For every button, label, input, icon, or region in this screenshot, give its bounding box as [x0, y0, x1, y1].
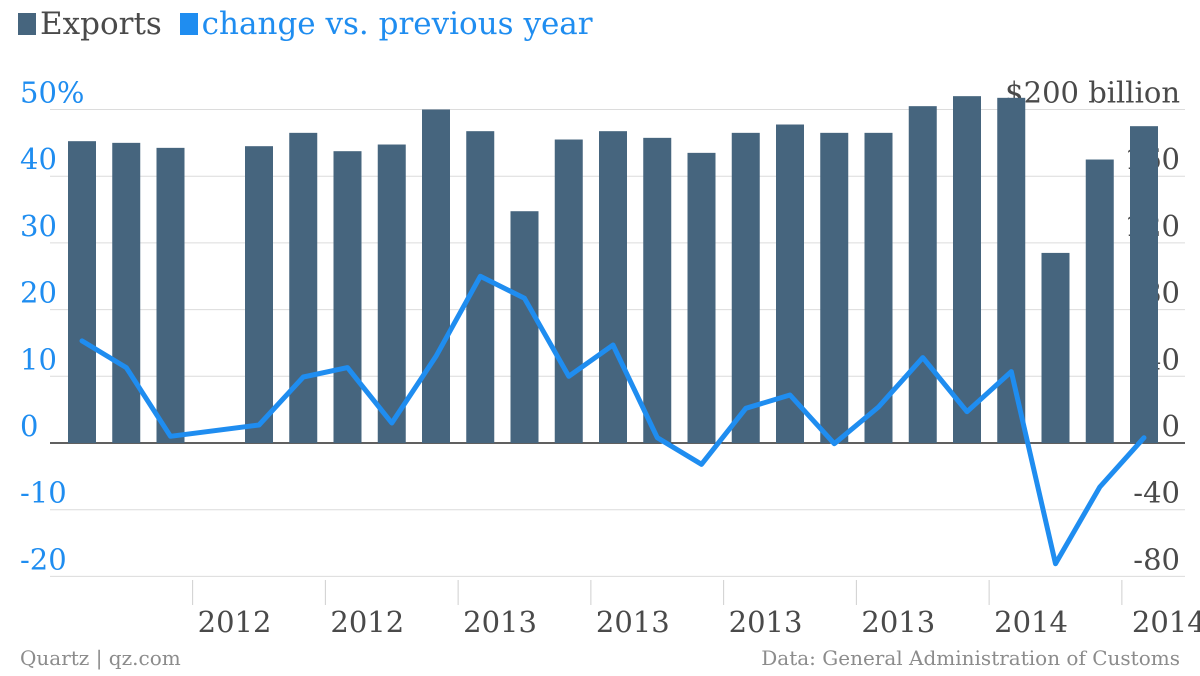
bar	[643, 137, 672, 443]
bar	[953, 96, 981, 443]
x-tick-label: 2014	[1132, 605, 1200, 639]
y-left-tick-label: 0	[20, 409, 38, 443]
y-left-tick-label: 10	[20, 342, 57, 376]
y-right-tick-label: $200 billion	[1005, 76, 1180, 110]
bar	[1041, 252, 1070, 443]
y-right-tick-label: -80	[1133, 542, 1180, 576]
footer-source-left: Quartz | qz.com	[20, 646, 181, 670]
y-left-tick-label: 30	[20, 209, 57, 243]
legend: Exports change vs. previous year	[18, 6, 601, 43]
legend-item-change: change vs. previous year	[179, 6, 593, 42]
line-series-change	[79, 273, 1147, 567]
bar	[289, 132, 318, 443]
y-left-tick-label: -10	[20, 476, 67, 510]
y-left-tick-label: 20	[20, 276, 57, 310]
bar	[776, 124, 804, 443]
bar	[864, 132, 893, 443]
legend-label-exports: Exports	[40, 6, 162, 42]
x-tick-label: 2012	[330, 605, 404, 639]
bar	[731, 132, 760, 443]
legend-item-exports: Exports	[18, 6, 162, 42]
bar	[997, 97, 1026, 443]
bar	[1085, 159, 1114, 443]
x-tick-label: 2013	[729, 605, 803, 639]
bar	[422, 109, 450, 443]
x-tick-label: 2013	[861, 605, 935, 639]
y-left-tick-label: 40	[20, 142, 57, 176]
legend-swatch-exports	[18, 13, 36, 35]
y-left-tick-label: -20	[20, 542, 67, 576]
bar	[820, 132, 849, 443]
bar	[1130, 126, 1158, 444]
bar	[377, 144, 406, 443]
legend-swatch-change	[179, 13, 198, 35]
bar	[68, 141, 96, 443]
x-tick-label: 2013	[463, 605, 537, 639]
bar	[466, 131, 495, 444]
x-tick-label: 2012	[198, 605, 272, 639]
x-tick-label: 2014	[994, 605, 1068, 639]
bar	[112, 142, 141, 443]
bar	[510, 211, 539, 443]
legend-label-change: change vs. previous year	[201, 6, 593, 42]
bar	[908, 106, 937, 443]
bar	[599, 131, 627, 444]
bar	[687, 152, 716, 444]
bar	[245, 146, 273, 443]
y-right-tick-label: 0	[1162, 409, 1180, 443]
bar	[156, 147, 185, 444]
bar	[554, 139, 583, 443]
x-tick-label: 2013	[596, 605, 670, 639]
footer-source-right: Data: General Administration of Customs	[761, 646, 1180, 670]
y-right-tick-label: -40	[1133, 476, 1180, 510]
y-left-tick-label: 50%	[20, 76, 84, 110]
bar	[333, 151, 362, 443]
